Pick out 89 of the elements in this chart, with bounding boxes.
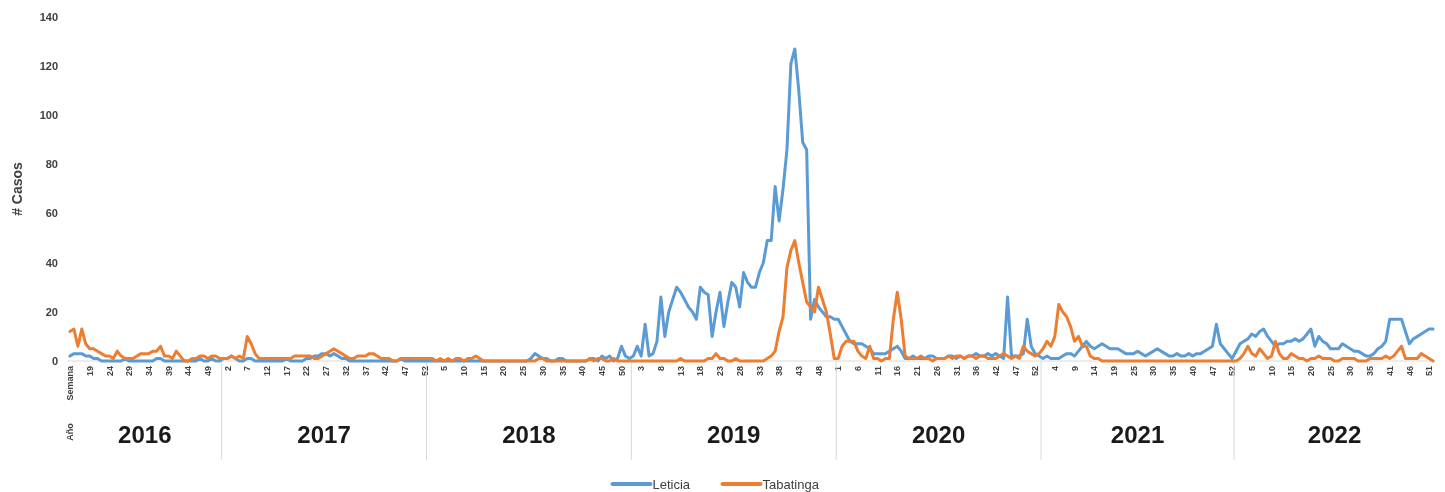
- x-tick-label: 10: [459, 366, 470, 377]
- x-tick-label: 35: [557, 366, 568, 377]
- x-tick-label: 16: [892, 366, 903, 377]
- x-tick-label: 47: [399, 366, 410, 377]
- text: 2018: [502, 421, 556, 449]
- x-tick-label: 26: [931, 366, 942, 377]
- x-tick-label: 40: [1187, 366, 1198, 377]
- legend-label: Tabatinga: [762, 476, 820, 492]
- x-tick-label: 35: [1168, 366, 1179, 377]
- x-tick-label: 24: [104, 366, 115, 377]
- x-tick-label: 8: [656, 366, 667, 372]
- x-tick-label: 52: [1227, 366, 1238, 377]
- x-tick-label: 52: [1030, 366, 1041, 377]
- x-tick-label: 47: [1010, 366, 1021, 377]
- x-tick-label: 29: [124, 366, 135, 377]
- x-tick-label: 23: [715, 366, 726, 377]
- x-tick-label: 12: [262, 366, 273, 377]
- x-tick-label: Semana: [65, 365, 76, 401]
- x-tick-label: 19: [1109, 366, 1120, 377]
- x-tick-label: 21: [912, 366, 923, 377]
- x-tick-label: 4: [1049, 366, 1060, 372]
- x-tick-label: 7: [242, 366, 253, 372]
- line-series: [68, 239, 1435, 363]
- x-tick-label: 34: [143, 366, 154, 377]
- x-tick-label: 35: [1365, 366, 1376, 377]
- x-tick-label: 44: [183, 366, 194, 377]
- x-tick-label: 11: [872, 366, 883, 376]
- y-tick-label: 60: [45, 207, 58, 220]
- y-tick-label: 120: [39, 59, 58, 72]
- text: 2020: [911, 421, 966, 449]
- x-tick-label: 13: [675, 366, 686, 377]
- x-tick-label: 28: [734, 366, 745, 377]
- y-tick-label: 100: [39, 109, 58, 122]
- text: Año: [65, 422, 76, 441]
- x-tick-label: 31: [951, 366, 962, 377]
- x-tick-label: 22: [301, 366, 312, 377]
- x-tick-label: 17: [281, 366, 292, 377]
- x-tick-label: 14: [1089, 366, 1100, 377]
- x-tick-label: 45: [596, 366, 607, 377]
- x-tick-label: 15: [478, 366, 489, 377]
- y-tick-label: 140: [39, 10, 58, 23]
- text: 2021: [1110, 421, 1165, 449]
- x-tick-label: 2: [222, 366, 233, 372]
- x-tick-label: 37: [360, 366, 371, 377]
- x-tick-label: 49: [203, 366, 213, 377]
- text: 2022: [1307, 421, 1362, 449]
- x-tick-label: 50: [616, 366, 627, 377]
- text: 2016: [118, 421, 172, 449]
- x-tick-label: 36: [971, 366, 982, 377]
- x-tick-label: 25: [1128, 366, 1139, 377]
- x-tick-label: 3: [636, 366, 647, 372]
- x-tick-label: 42: [380, 366, 391, 377]
- x-tick-label: 46: [1404, 366, 1415, 377]
- y-tick-label: 40: [45, 256, 58, 269]
- x-tick-label: 25: [1325, 366, 1336, 377]
- x-tick-label: 6: [853, 366, 864, 372]
- x-tick-label: 27: [321, 366, 332, 377]
- x-tick-label: 9: [1069, 366, 1080, 372]
- x-tick-label: 38: [774, 366, 785, 377]
- x-tick-label: 1: [833, 366, 844, 372]
- x-tick-label: 39: [163, 366, 174, 377]
- y-tick-label: 0: [51, 354, 58, 367]
- x-tick-label: 25: [518, 366, 529, 377]
- x-tick-label: 15: [1286, 366, 1297, 377]
- x-tick-label: 48: [813, 366, 824, 377]
- x-tick-label: 42: [990, 366, 1001, 377]
- y-tick-label: 80: [45, 158, 58, 171]
- x-tick-label: 19: [84, 366, 95, 377]
- x-tick-label: 10: [1266, 366, 1277, 377]
- x-tick-label: 30: [1148, 366, 1159, 377]
- x-tick-label: 32: [340, 366, 351, 377]
- text: 2017: [297, 421, 351, 449]
- x-tick-label: 47: [1207, 366, 1218, 377]
- y-tick-label: 20: [45, 305, 58, 318]
- x-tick-label: 33: [754, 366, 765, 377]
- legend-label: Leticia: [652, 476, 691, 492]
- x-tick-label: 18: [695, 366, 706, 377]
- text: 2019: [707, 421, 761, 449]
- y-axis-title: # Casos: [9, 161, 25, 216]
- x-tick-label: 5: [1246, 366, 1257, 372]
- x-tick-label: 20: [498, 366, 509, 377]
- x-tick-label: 51: [1424, 366, 1435, 377]
- x-tick-label: 20: [1306, 366, 1317, 377]
- x-tick-label: 43: [793, 366, 804, 377]
- x-tick-label: 40: [577, 366, 588, 377]
- x-tick-label: 41: [1384, 366, 1395, 377]
- x-tick-label: 30: [1345, 366, 1356, 377]
- x-tick-label: 30: [537, 366, 548, 377]
- x-tick-label: 5: [439, 366, 450, 372]
